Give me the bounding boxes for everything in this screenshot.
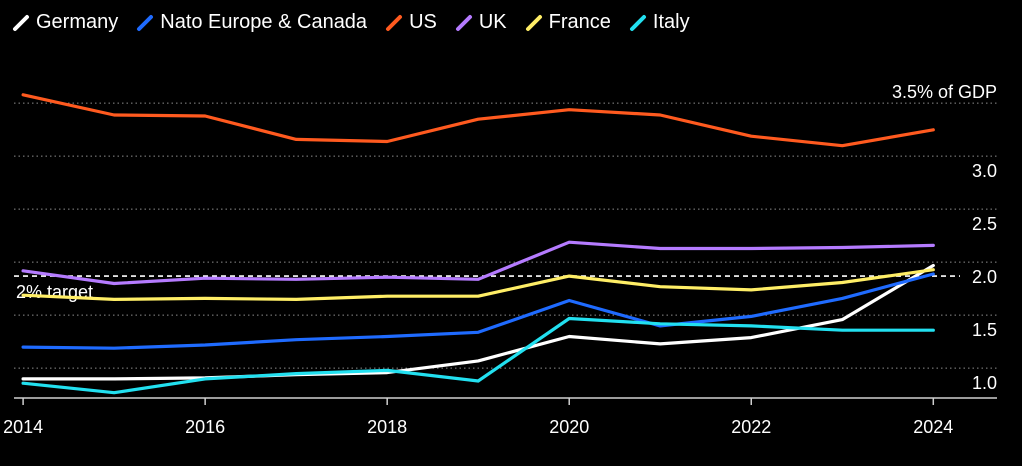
legend-swatch-icon <box>13 14 29 31</box>
y-tick-label-1.5: 1.5 <box>972 320 997 340</box>
x-tick-label-2024: 2024 <box>913 417 953 437</box>
x-tick-label-2020: 2020 <box>549 417 589 437</box>
legend-label: Nato Europe & Canada <box>160 11 368 33</box>
y-tick-label-3: 3.0 <box>972 161 997 181</box>
series-line-france <box>21 268 935 301</box>
y-tick-label-1: 1.0 <box>972 373 997 393</box>
legend-item-germany: Germany <box>12 11 118 34</box>
legend-item-us: US <box>385 11 437 34</box>
legend-swatch-icon <box>455 14 472 31</box>
legend-swatch-icon <box>629 14 646 31</box>
legend-label: Italy <box>652 11 690 33</box>
y-tick-label-2: 2.0 <box>972 267 997 287</box>
gdp-annotation: 3.5% of GDP <box>892 82 997 102</box>
legend-item-uk: UK <box>455 11 507 34</box>
x-tick-label-2018: 2018 <box>367 417 407 437</box>
chart-legend: Germany Nato Europe & Canada US UK France Ita… <box>12 11 690 34</box>
legend-label: UK <box>478 11 507 33</box>
series-line-italy <box>21 316 935 395</box>
legend-item-nato-europe-canada: Nato Europe & Canada <box>136 11 367 34</box>
legend-swatch-icon <box>525 14 542 31</box>
legend-item-france: France <box>525 11 611 34</box>
legend-label: France <box>548 11 611 33</box>
legend-label: US <box>409 11 437 33</box>
legend-label: Germany <box>36 11 119 33</box>
series-line-us <box>21 93 935 148</box>
series-line-germany <box>21 263 935 381</box>
series-line-nato-europe-canada <box>21 272 935 350</box>
x-tick-label-2022: 2022 <box>731 417 771 437</box>
legend-swatch-icon <box>386 14 403 31</box>
legend-item-italy: Italy <box>629 11 690 34</box>
x-tick-label-2014: 2014 <box>3 417 43 437</box>
series-line-uk <box>21 240 935 286</box>
y-tick-label-2.5: 2.5 <box>972 214 997 234</box>
x-tick-label-2016: 2016 <box>185 417 225 437</box>
legend-swatch-icon <box>137 14 154 31</box>
